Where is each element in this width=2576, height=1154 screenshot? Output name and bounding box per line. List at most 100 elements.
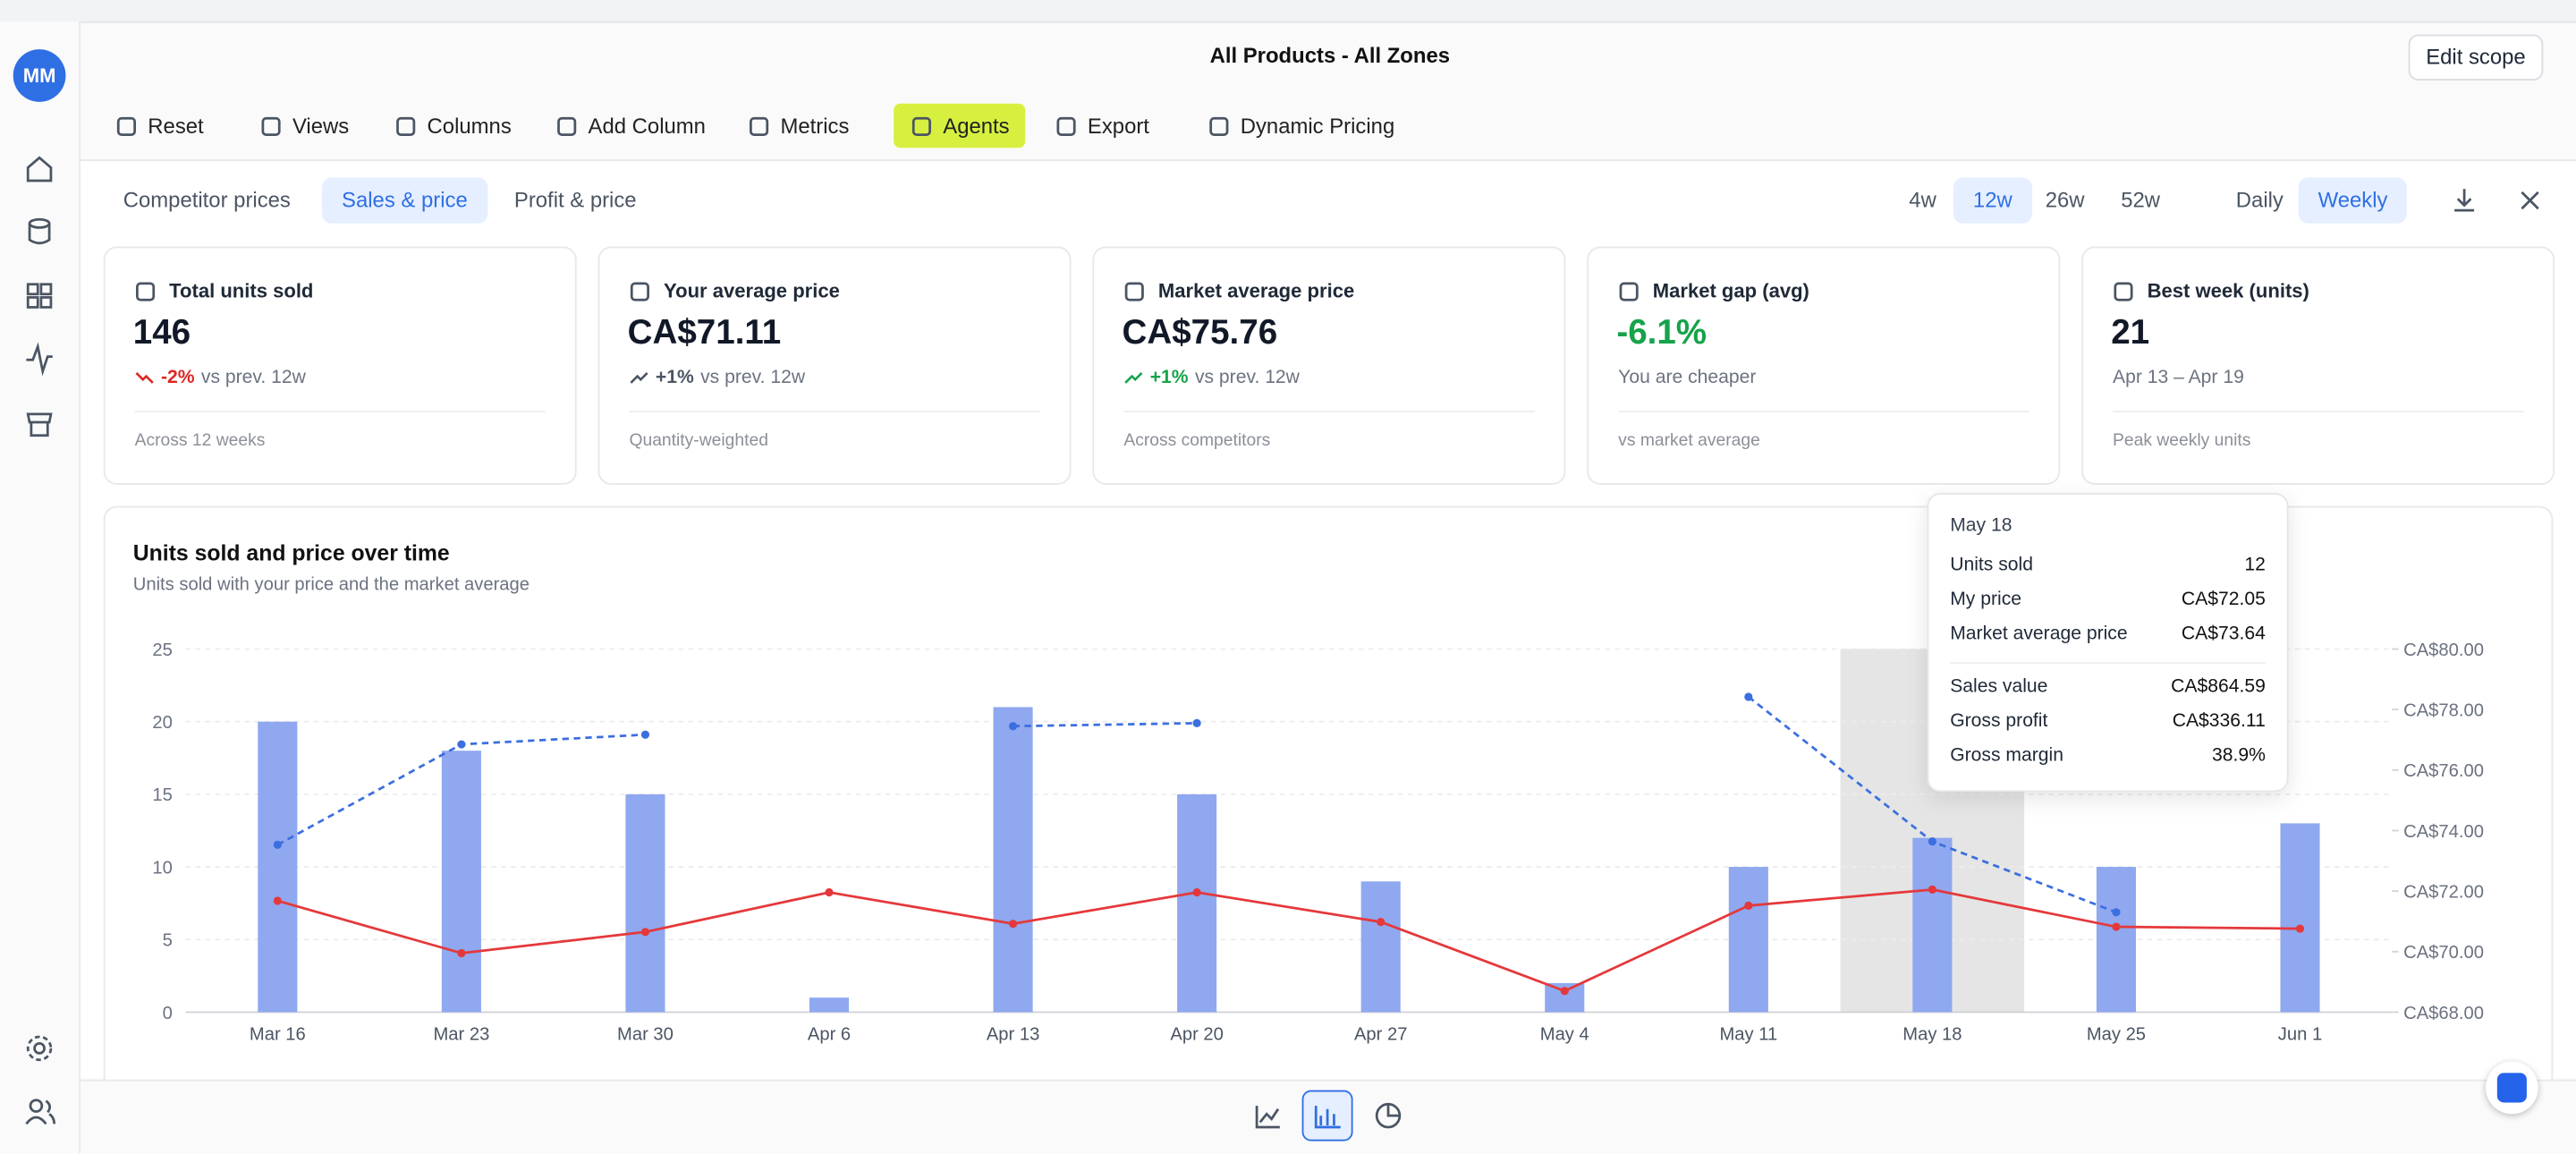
- point: [457, 948, 466, 958]
- kpi-delta-row: -2% vs prev. 12w: [135, 368, 306, 387]
- y2-tick-label: CA$68.00: [2403, 1004, 2484, 1023]
- tabs-item[interactable]: Sales & price: [322, 177, 487, 224]
- kpi-delta-row: Apr 13 – Apr 19: [2113, 368, 2244, 387]
- sidebar: MM: [0, 21, 81, 1154]
- toolbar-label[interactable]: Views: [292, 113, 350, 139]
- tooltip-value: 12: [2244, 555, 2266, 575]
- kpi-value: CA$75.76: [1122, 313, 1278, 352]
- tooltip-value: 38.9%: [2211, 745, 2266, 766]
- sidebar-icons[interactable]: [23, 153, 56, 465]
- kpi-delta-row: +1% vs prev. 12w: [1123, 368, 1300, 387]
- y-tick-label: 25: [152, 641, 172, 660]
- toolbar-button[interactable]: Columns: [377, 104, 528, 148]
- point: [2112, 922, 2121, 931]
- bar: [2280, 823, 2320, 1013]
- point: [1377, 918, 1385, 927]
- toolbar-button[interactable]: Add Column: [538, 104, 722, 148]
- point: [1744, 901, 1753, 910]
- kpi-note: Apr 13 – Apr 19: [2113, 368, 2244, 388]
- bar: [1728, 867, 1768, 1013]
- toolbar-button[interactable]: Dynamic Pricing: [1191, 104, 1411, 148]
- assistant-button[interactable]: [2485, 1061, 2538, 1115]
- kpi-icon: [135, 281, 156, 301]
- kpi-label: Market average price: [1123, 279, 1354, 302]
- toolbar-label[interactable]: Columns: [427, 113, 512, 139]
- toolbar-button[interactable]: Views: [243, 104, 366, 148]
- tooltip-value: CA$73.64: [2181, 624, 2266, 645]
- point: [2295, 924, 2305, 933]
- y2-tick-label: CA$80.00: [2403, 641, 2484, 660]
- point: [1560, 987, 1569, 996]
- y2-tick-label: CA$74.00: [2403, 822, 2484, 842]
- y-tick-label: 5: [163, 931, 173, 951]
- tooltip-title: May 18: [1950, 515, 2012, 536]
- kpi-label: Your average price: [629, 279, 840, 302]
- toolbar-icon: [116, 115, 136, 136]
- trend-icon: [1124, 372, 1143, 384]
- point: [1928, 837, 1936, 846]
- kpi-card: Market gap (avg) -6.1% You are cheaper vs m…: [1587, 246, 2061, 485]
- avatar[interactable]: MM: [13, 49, 66, 102]
- divider: [1618, 411, 2029, 413]
- bar: [1177, 793, 1217, 1013]
- tabs-item[interactable]: Profit & price: [513, 187, 637, 212]
- toolbar-button[interactable]: Export: [1038, 104, 1165, 148]
- x-tick-label: Mar 23: [433, 1025, 489, 1045]
- kpi-label-text: Market gap (avg): [1652, 279, 1809, 302]
- point: [640, 928, 650, 937]
- divider: [1123, 411, 1535, 413]
- y2-tick-label: CA$76.00: [2403, 761, 2484, 781]
- kpi-delta: -2%: [161, 368, 195, 388]
- kpi-note: vs prev. 12w: [200, 368, 306, 388]
- toolbar-button[interactable]: Agents: [894, 103, 1027, 148]
- x-tick-label: May 11: [1719, 1025, 1777, 1045]
- sidebar-bottom-icons[interactable]: [23, 1031, 56, 1130]
- y-tick-label: 0: [163, 1004, 173, 1023]
- ranges-item[interactable]: 12w: [1953, 177, 2032, 224]
- kpi-footer: Across competitors: [1123, 430, 1271, 451]
- granularity-item[interactable]: Daily: [2235, 187, 2284, 212]
- trend-icon: [135, 372, 154, 384]
- toolbar-label[interactable]: Agents: [943, 113, 1010, 139]
- kpi-value: 21: [2111, 313, 2150, 352]
- toolbar-label[interactable]: Reset: [148, 113, 204, 139]
- x-tick-label: Apr 20: [1170, 1025, 1223, 1045]
- ranges-item[interactable]: 4w: [1909, 187, 1936, 212]
- edit-scope-button[interactable]: Edit scope: [2408, 34, 2544, 81]
- header-title: All Products - All Zones: [1209, 42, 1451, 68]
- ranges-item[interactable]: 26w: [2045, 187, 2085, 212]
- bar: [625, 793, 665, 1013]
- tooltip-divider: [1950, 662, 2266, 665]
- x-tick-label: Apr 27: [1354, 1025, 1407, 1045]
- toolbar-icon: [750, 115, 769, 136]
- divider: [629, 411, 1040, 413]
- kpi-footer: Quantity-weighted: [629, 430, 768, 451]
- granularity-item[interactable]: Weekly: [2298, 177, 2408, 224]
- toolbar-label[interactable]: Metrics: [780, 113, 850, 139]
- panel-actions[interactable]: [2448, 184, 2550, 217]
- toolbar-icon: [261, 115, 281, 136]
- x-tick-label: May 25: [2087, 1025, 2146, 1045]
- tooltip-label: Market average price: [1950, 624, 2128, 645]
- toolbar-label[interactable]: Add Column: [588, 113, 706, 139]
- ranges-item[interactable]: 52w: [2121, 187, 2161, 212]
- x-tick-label: May 4: [1540, 1025, 1589, 1045]
- point: [2112, 908, 2121, 917]
- tabs-item[interactable]: Competitor prices: [123, 187, 291, 212]
- toolbar-button[interactable]: Metrics: [731, 104, 865, 148]
- y-tick-label: 20: [152, 713, 172, 733]
- point: [273, 840, 282, 849]
- divider: [2113, 411, 2524, 413]
- kpi-icon: [630, 281, 649, 301]
- trend-icon: [630, 372, 648, 384]
- toolbar-label[interactable]: Dynamic Pricing: [1240, 113, 1395, 139]
- toolbar-label[interactable]: Export: [1087, 113, 1149, 139]
- kpi-delta-row: You are cheaper: [1618, 368, 1756, 387]
- tooltip-label: Sales value: [1950, 676, 2048, 697]
- point: [273, 896, 282, 905]
- kpi-value: 146: [132, 313, 191, 352]
- y2-tick-label: CA$70.00: [2403, 943, 2484, 963]
- kpi-note: vs prev. 12w: [1194, 368, 1300, 388]
- chart-type-switch[interactable]: [1241, 1090, 1421, 1142]
- toolbar-button[interactable]: Reset: [98, 104, 220, 148]
